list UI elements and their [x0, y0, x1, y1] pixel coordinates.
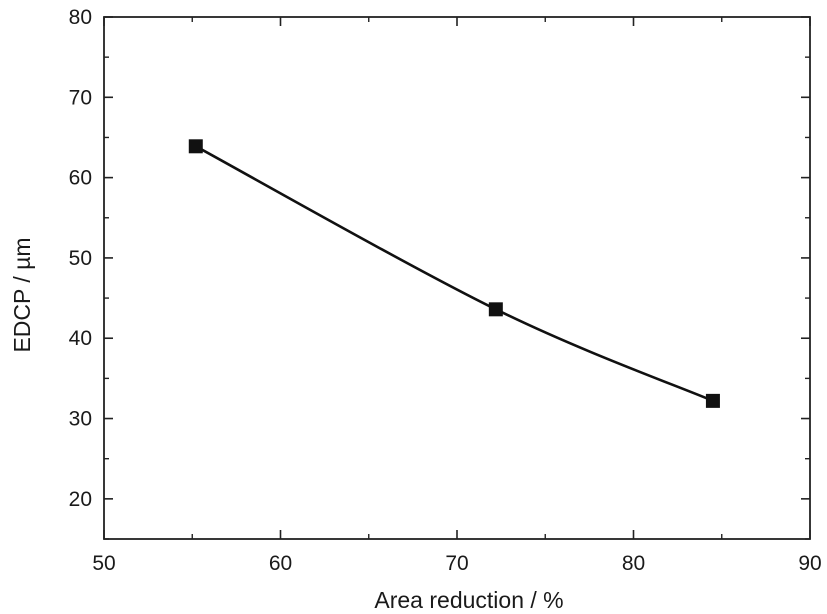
- plot-area: [188, 139, 720, 408]
- y-tick-label: 70: [69, 86, 92, 109]
- y-tick-label: 40: [69, 327, 92, 350]
- x-tick-label: 80: [622, 552, 645, 575]
- y-tick-label: 30: [69, 408, 92, 431]
- y-tick-label: 80: [69, 6, 92, 29]
- y-tick-label: 60: [69, 167, 92, 190]
- x-tick-label: 60: [269, 552, 292, 575]
- data-point: [705, 393, 720, 408]
- data-point: [488, 302, 503, 317]
- y-tick-label: 50: [69, 247, 92, 270]
- x-axis-title: Area reduction / %: [374, 587, 563, 613]
- plot-frame: [103, 16, 811, 540]
- y-axis-title: EDCP / µm: [9, 237, 35, 352]
- axes: 50 60 70 80 90 20 30 40 50 60 70 80: [69, 6, 822, 575]
- x-tick-label: 90: [798, 552, 821, 575]
- series-line: [195, 145, 714, 403]
- x-tick-label: 50: [92, 552, 115, 575]
- x-tick-label: 70: [445, 552, 468, 575]
- y-tick-label: 20: [69, 488, 92, 511]
- data-point: [188, 139, 203, 154]
